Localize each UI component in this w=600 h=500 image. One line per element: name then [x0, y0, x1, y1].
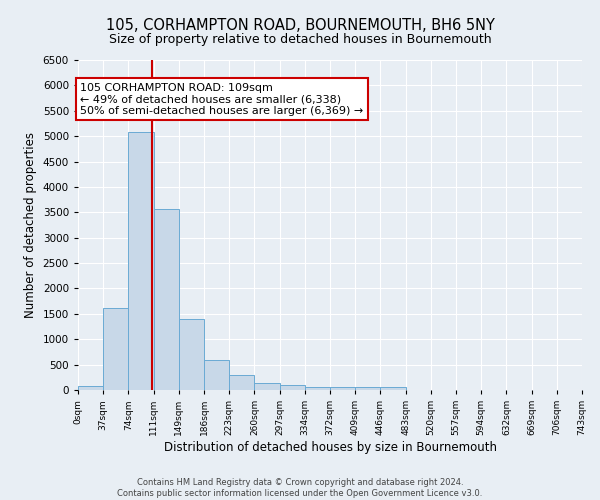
Bar: [229, 376, 254, 390]
Bar: [128, 132, 154, 390]
Bar: [305, 386, 330, 390]
X-axis label: Distribution of detached houses by size in Bournemouth: Distribution of detached houses by size …: [163, 441, 497, 454]
Text: 105 CORHAMPTON ROAD: 109sqm
← 49% of detached houses are smaller (6,338)
50% of : 105 CORHAMPTON ROAD: 109sqm ← 49% of det…: [80, 83, 363, 116]
Bar: [103, 308, 128, 390]
Bar: [380, 387, 406, 390]
Bar: [204, 360, 229, 390]
Bar: [355, 387, 380, 390]
Text: Size of property relative to detached houses in Bournemouth: Size of property relative to detached ho…: [109, 32, 491, 46]
Text: 105, CORHAMPTON ROAD, BOURNEMOUTH, BH6 5NY: 105, CORHAMPTON ROAD, BOURNEMOUTH, BH6 5…: [106, 18, 494, 32]
Y-axis label: Number of detached properties: Number of detached properties: [24, 132, 37, 318]
Text: Contains HM Land Registry data © Crown copyright and database right 2024.
Contai: Contains HM Land Registry data © Crown c…: [118, 478, 482, 498]
Bar: [179, 319, 204, 390]
Bar: [254, 383, 280, 390]
Bar: [330, 387, 355, 390]
Bar: [280, 386, 305, 390]
Bar: [78, 386, 103, 390]
Bar: [154, 208, 179, 390]
